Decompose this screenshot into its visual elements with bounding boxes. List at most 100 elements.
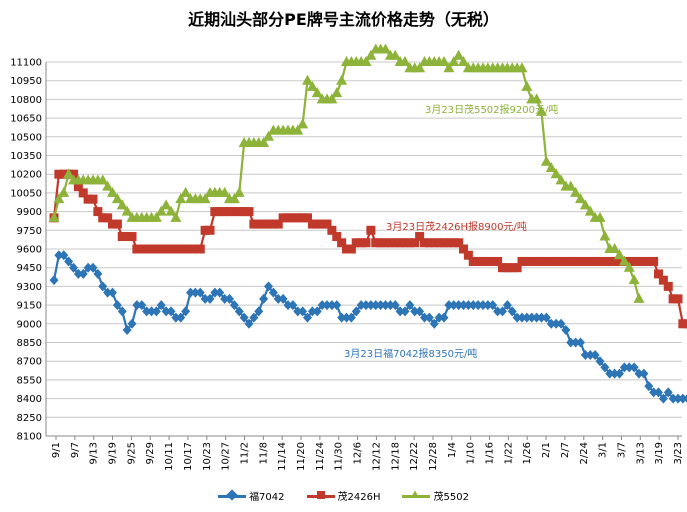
- data-point-fu: [127, 318, 137, 329]
- line-chart: 8100 8250 8400 8550 8700 8850 9000 9150 9300 9450…: [10, 43, 687, 471]
- data-point-fu: [283, 300, 293, 311]
- data-point-mao5502: [63, 168, 75, 179]
- x-tick-label: 10/27: [221, 442, 232, 471]
- data-point-mao2426: [195, 244, 205, 254]
- data-point-fu: [93, 268, 103, 279]
- data-point-mao2426: [424, 238, 434, 248]
- data-point-fu: [668, 393, 678, 404]
- data-point-mao5502: [360, 56, 372, 66]
- y-tick-label: 8250: [17, 413, 42, 424]
- data-point-mao2426: [220, 207, 230, 217]
- y-tick-label: 9450: [17, 263, 42, 274]
- y-tick-label: 9000: [17, 319, 42, 330]
- annotation-mao5502: 3月23日茂5502报9200元/吨: [425, 103, 558, 116]
- data-point-mao2426: [361, 238, 371, 248]
- data-point-mao5502: [516, 62, 528, 73]
- data-point-fu: [556, 318, 566, 329]
- data-point-mao2426: [112, 219, 122, 229]
- data-point-mao2426: [390, 238, 400, 248]
- data-point-fu: [376, 300, 386, 311]
- data-point-fu: [273, 293, 283, 304]
- data-point-mao2426: [405, 238, 415, 248]
- data-point-mao5502: [565, 180, 577, 191]
- data-point-mao5502: [160, 199, 172, 210]
- data-point-fu: [220, 293, 230, 304]
- data-point-fu: [654, 387, 663, 398]
- x-tick-label: 12/28: [428, 442, 439, 471]
- data-point-fu: [429, 318, 439, 329]
- data-point-mao2426: [449, 238, 459, 248]
- data-point-fu: [307, 306, 317, 317]
- data-point-fu: [532, 312, 542, 323]
- data-point-fu: [507, 306, 517, 317]
- data-point-mao5502: [297, 118, 309, 129]
- legend-label-mao5502: 茂5502: [433, 492, 469, 503]
- data-point-mao2426: [249, 219, 259, 229]
- data-point-mao2426: [678, 319, 687, 329]
- data-point-mao5502: [111, 193, 123, 204]
- data-point-fu: [615, 368, 624, 379]
- data-point-fu: [317, 300, 327, 311]
- data-point-mao5502: [545, 161, 557, 172]
- legend-label-fu: 福7042: [249, 492, 285, 503]
- data-point-mao5502: [438, 56, 450, 66]
- data-point-mao2426: [181, 244, 191, 254]
- data-point-fu: [151, 306, 161, 317]
- legend-swatch-fu: [218, 488, 247, 501]
- data-point-mao5502: [58, 186, 70, 197]
- data-point-mao2426: [615, 256, 624, 266]
- data-point-mao2426: [166, 244, 176, 254]
- data-point-mao2426: [264, 219, 273, 229]
- data-point-fu: [332, 300, 342, 311]
- data-point-mao2426: [327, 225, 337, 235]
- data-point-mao2426: [312, 219, 322, 229]
- data-point-fu: [478, 300, 488, 311]
- x-tick-label: 3/23: [673, 442, 684, 464]
- x-tick-label: 10/23: [202, 442, 213, 471]
- data-point-mao2426: [69, 169, 78, 179]
- data-point-fu: [483, 300, 493, 311]
- data-point-mao2426: [376, 238, 386, 248]
- data-point-fu: [229, 300, 239, 311]
- data-point-mao5502: [311, 87, 323, 98]
- x-tick-label: 11/20: [296, 442, 307, 471]
- data-point-fu: [186, 287, 195, 298]
- x-tick-label: 3/19: [654, 442, 665, 464]
- data-point-mao2426: [395, 238, 405, 248]
- data-point-mao2426: [288, 213, 298, 223]
- data-point-fu: [156, 300, 166, 311]
- legend-label-mao2426: 茂2426H: [337, 492, 381, 503]
- y-tick-label: 10650: [10, 114, 42, 125]
- annotation-mao2426: 3月23日茂2426H报8900元/吨: [386, 220, 527, 233]
- data-point-fu: [502, 300, 512, 311]
- data-point-fu: [312, 306, 322, 317]
- data-point-mao5502: [336, 74, 348, 85]
- data-point-fu: [537, 312, 546, 323]
- data-point-fu: [215, 287, 225, 298]
- data-point-fu: [181, 306, 191, 317]
- data-point-mao2426: [83, 194, 93, 204]
- y-tick-label: 9750: [17, 226, 42, 237]
- data-point-mao2426: [278, 213, 288, 223]
- y-tick-label: 9300: [17, 282, 42, 293]
- data-point-mao2426: [103, 213, 113, 223]
- data-point-fu: [663, 387, 673, 398]
- data-point-mao2426: [147, 244, 156, 254]
- y-tick-label: 8400: [17, 394, 42, 405]
- data-point-mao2426: [571, 256, 581, 266]
- data-point-mao5502: [609, 243, 621, 253]
- y-tick-label: 8100: [17, 432, 42, 443]
- data-point-mao2426: [200, 225, 210, 235]
- data-point-mao2426: [561, 256, 571, 266]
- data-point-fu: [366, 300, 376, 311]
- data-point-fu: [600, 362, 610, 373]
- x-tick-label: 1/22: [503, 442, 514, 464]
- data-point-fu: [649, 387, 659, 398]
- data-point-fu: [546, 318, 556, 329]
- data-point-mao5502: [102, 180, 114, 191]
- x-tick-label: 2/7: [560, 442, 571, 458]
- data-point-fu: [585, 349, 595, 360]
- chart-title: 近期汕头部分PE牌号主流价格走势（无税）: [188, 10, 499, 29]
- data-point-fu: [420, 312, 429, 323]
- legend-swatch-mao2426: [306, 490, 335, 501]
